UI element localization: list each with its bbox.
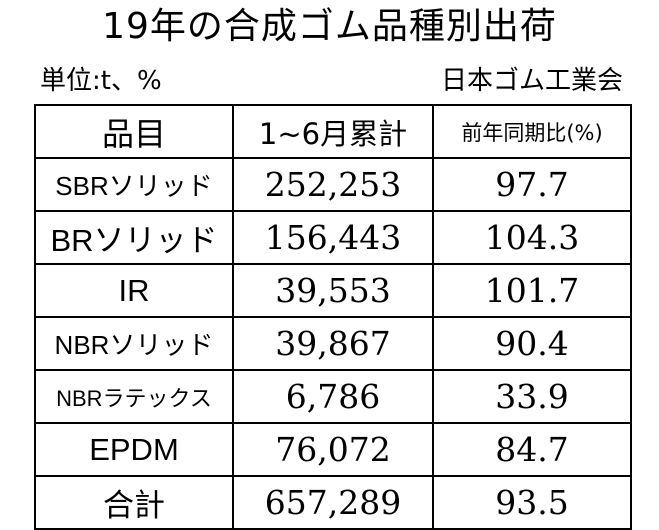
table-row: IR 39,553 101.7	[34, 263, 632, 318]
row-ratio: 97.7	[432, 157, 632, 212]
row-name: NBRラテックス	[34, 369, 234, 424]
row-name: EPDM	[34, 422, 234, 477]
table-row: BRソリッド 156,443 104.3	[34, 210, 632, 265]
row-ratio: 101.7	[432, 263, 632, 318]
row-ratio: 90.4	[432, 316, 632, 371]
header-period-total: 1~6月累計	[232, 104, 434, 159]
table-row: NBRソリッド 39,867 90.4	[34, 316, 632, 371]
row-total: 252,253	[232, 157, 434, 212]
unit-label: 単位:t、%	[40, 66, 162, 96]
table-row: NBRラテックス 6,786 33.9	[34, 369, 632, 424]
row-total: 156,443	[232, 210, 434, 265]
row-name: SBRソリッド	[34, 157, 234, 212]
row-ratio: 33.9	[432, 369, 632, 424]
row-name: NBRソリッド	[34, 316, 234, 371]
header-yoy-ratio: 前年同期比(%)	[432, 104, 632, 159]
row-total: 39,553	[232, 263, 434, 318]
header-item: 品目	[34, 104, 234, 159]
row-ratio: 84.7	[432, 422, 632, 477]
table-row: SBRソリッド 252,253 97.7	[34, 157, 632, 212]
row-total: 76,072	[232, 422, 434, 477]
row-name: 合計	[34, 475, 234, 530]
source-label: 日本ゴム工業会	[440, 66, 623, 96]
row-ratio: 104.3	[432, 210, 632, 265]
table-row-total: 合計 657,289 93.5	[34, 475, 632, 530]
row-total: 6,786	[232, 369, 434, 424]
table-row: EPDM 76,072 84.7	[34, 422, 632, 477]
page-title: 19年の合成ゴム品種別出荷	[102, 6, 557, 47]
row-ratio: 93.5	[432, 475, 632, 530]
row-name: IR	[34, 263, 234, 318]
row-total: 39,867	[232, 316, 434, 371]
shipment-table: 品目 1~6月累計 前年同期比(%) SBRソリッド 252,253 97.7 …	[34, 104, 632, 530]
row-total: 657,289	[232, 475, 434, 530]
table-header-row: 品目 1~6月累計 前年同期比(%)	[34, 104, 632, 159]
row-name: BRソリッド	[34, 210, 234, 265]
